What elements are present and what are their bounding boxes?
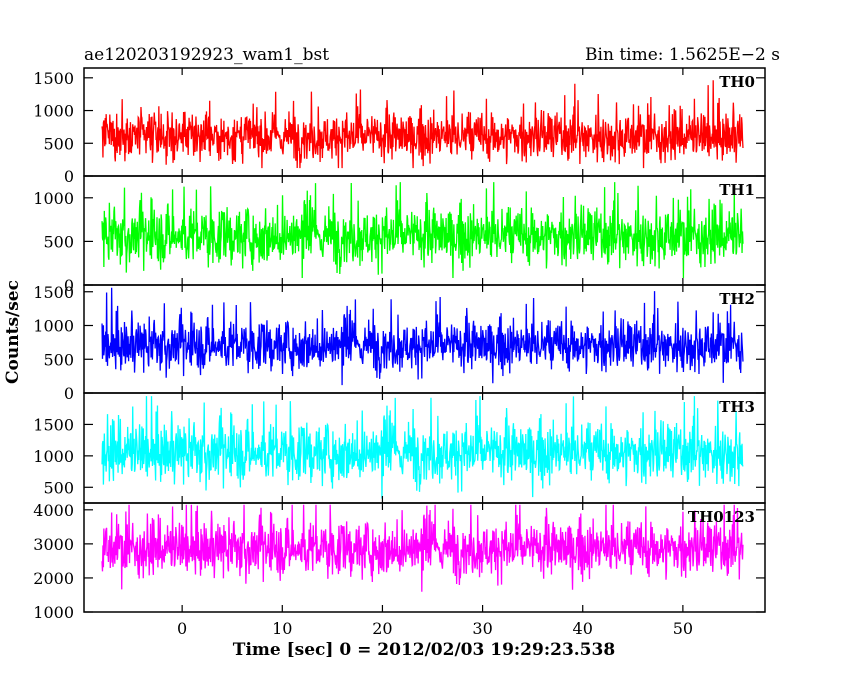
y-tick-label: 500 <box>43 350 74 369</box>
series-th0123 <box>101 504 744 592</box>
x-axis: 0 10 20 30 40 50 <box>177 619 693 638</box>
panel-frame <box>83 67 766 177</box>
x-tick-label: 20 <box>372 619 392 638</box>
figure-title: ae120203192923_wam1_bst <box>84 45 329 65</box>
series-th2 <box>101 287 744 386</box>
y-tick-label: 1000 <box>33 102 74 121</box>
y-tick-label: 500 <box>43 478 74 497</box>
x-tick-label: 0 <box>177 619 187 638</box>
y-axis-label: Counts/sec <box>3 280 23 384</box>
panel-th3: TH3 500 1000 1500 <box>33 392 766 504</box>
x-axis-label: Time [sec] 0 = 2012/02/03 19:29:23.538 <box>233 640 615 660</box>
panel-label: TH2 <box>719 290 755 308</box>
x-tick-label: 10 <box>272 619 292 638</box>
y-tick-label: 1000 <box>33 603 74 622</box>
y-tick-label: 0 <box>64 167 74 186</box>
x-tick-label: 50 <box>673 619 693 638</box>
y-tick-label: 0 <box>64 276 74 295</box>
y-tick-label: 1000 <box>33 317 74 336</box>
y-tick-label: 4000 <box>33 501 74 520</box>
panel-th0: TH0 0 500 1000 1500 <box>33 67 766 186</box>
y-tick-label: 500 <box>43 134 74 153</box>
panel-label: TH3 <box>719 398 755 416</box>
panel-th1: TH1 0 500 1000 <box>33 175 766 295</box>
panels-layer: TH0 0 500 1000 1500 TH1 0 500 1000 TH2 0 500 1000 150… <box>33 67 766 622</box>
bin-time-label: Bin time: 1.5625E−2 s <box>585 45 780 65</box>
panel-th2: TH2 0 500 1000 1500 <box>33 283 766 403</box>
panel-label: TH0123 <box>688 508 755 526</box>
y-tick-label: 1000 <box>33 447 74 466</box>
y-tick-label: 500 <box>43 232 74 251</box>
panel-frame <box>83 502 766 613</box>
y-tick-label: 1500 <box>33 69 74 88</box>
panel-label: TH1 <box>719 181 755 199</box>
y-tick-label: 2000 <box>33 569 74 588</box>
y-tick-label: 1500 <box>33 415 74 434</box>
x-tick-label: 30 <box>472 619 492 638</box>
y-tick-label: 1000 <box>33 189 74 208</box>
series-th3 <box>101 396 744 499</box>
x-tick-label: 40 <box>573 619 593 638</box>
y-tick-label: 3000 <box>33 535 74 554</box>
panel-label: TH0 <box>719 73 755 91</box>
y-tick-label: 1500 <box>33 283 74 302</box>
series-th0 <box>101 80 744 169</box>
y-tick-label: 0 <box>64 384 74 403</box>
panel-th0123: TH0123 1000 2000 3000 4000 <box>33 501 766 622</box>
series-th1 <box>101 182 744 279</box>
